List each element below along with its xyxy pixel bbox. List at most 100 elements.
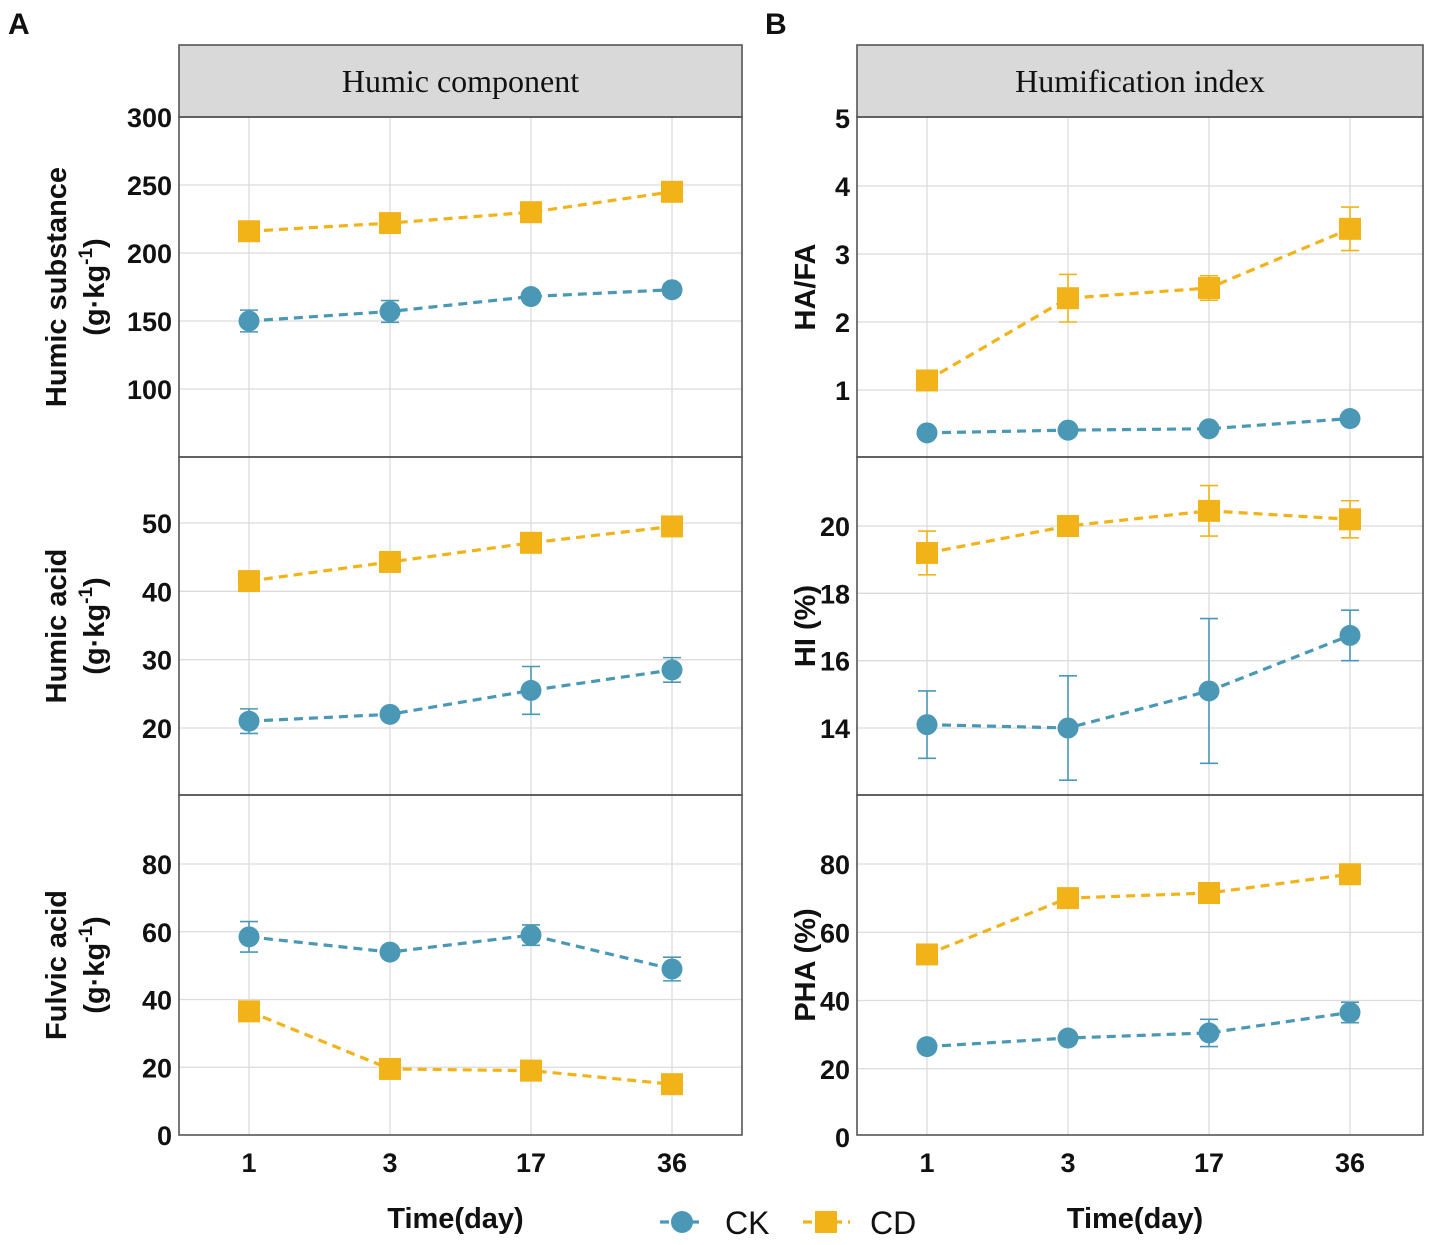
y-tick-label: 14: [820, 714, 850, 744]
data-point-cd: [238, 570, 260, 593]
data-point-cd: [379, 550, 401, 573]
y-axis-unit-text: (g·kg: [79, 604, 111, 675]
series-cd-0-2: [238, 1000, 683, 1096]
data-point-cd: [661, 515, 683, 538]
data-point-ck: [1057, 1027, 1079, 1049]
data-point-cd: [1057, 515, 1079, 537]
y-axis-unit-text: (g·kg: [79, 943, 111, 1014]
data-point-cd: [379, 1057, 401, 1080]
y-tick-label: 80: [142, 850, 172, 880]
legend-marker-square: [815, 1211, 837, 1233]
data-point-cd: [1057, 887, 1079, 910]
y-axis-label: HA/FA: [790, 243, 822, 330]
series-ck-1-2: [916, 1001, 1361, 1058]
series-cd-0-1: [238, 515, 683, 593]
data-point-cd: [1339, 508, 1361, 531]
legend-item-cd: CD: [803, 1205, 916, 1241]
y-axis-title-1-1: HI (%): [790, 585, 822, 667]
data-point-ck: [1057, 717, 1079, 739]
series-line-cd: [248, 524, 673, 583]
x-axis-title: Time(day): [1067, 1203, 1203, 1235]
y-tick-label: 40: [142, 986, 172, 1016]
data-point-cd: [916, 369, 938, 392]
y-tick-label: 80: [820, 850, 850, 880]
y-axis-unit-close: ): [79, 577, 111, 587]
y-tick-label: 4: [835, 172, 850, 202]
series-cd-0-0: [238, 180, 683, 243]
data-point-ck: [238, 926, 260, 948]
series-line-ck: [926, 633, 1351, 730]
series-line-ck: [926, 1010, 1351, 1049]
y-tick-label: 5: [835, 104, 850, 134]
y-tick-label: 20: [820, 512, 850, 542]
data-point-ck: [520, 679, 542, 701]
data-point-ck: [379, 300, 401, 322]
y-tick-label: 18: [820, 579, 850, 609]
x-tick-label: 36: [1335, 1148, 1365, 1178]
y-axis-label: PHA (%): [790, 908, 822, 1021]
x-tick-label: 36: [657, 1148, 687, 1178]
y-axis-unit-exponent: -1: [76, 926, 97, 943]
series-line-cd: [926, 872, 1351, 956]
y-tick-label: 0: [157, 1121, 172, 1151]
data-point-cd: [520, 201, 542, 224]
data-point-ck: [1198, 1022, 1220, 1044]
legend-label: CD: [870, 1205, 916, 1241]
y-axis-title-1-0: HA/FA: [790, 243, 822, 330]
data-point-ck: [661, 279, 683, 301]
data-point-ck: [1339, 624, 1361, 646]
series-line-cd: [926, 509, 1351, 555]
y-tick-label: 20: [142, 714, 172, 744]
data-point-ck: [1057, 419, 1079, 441]
y-axis-title-0-1: Humic acid (g·kg-1): [41, 549, 111, 704]
data-point-ck: [379, 703, 401, 725]
y-axis-title-1-2: PHA (%): [790, 908, 822, 1021]
y-tick-label: 150: [127, 307, 172, 337]
data-point-ck: [238, 710, 260, 732]
data-point-cd: [1057, 287, 1079, 310]
data-point-cd: [916, 943, 938, 966]
y-axis-unit-close: ): [79, 916, 111, 926]
series-ck-0-0: [238, 279, 683, 333]
data-point-cd: [379, 212, 401, 235]
y-tick-label: 1: [835, 376, 850, 406]
panel-letter-b: B: [765, 8, 787, 41]
y-axis-title-0-2: Fulvic acid (g·kg-1): [41, 890, 111, 1040]
data-point-ck: [1339, 408, 1361, 430]
data-point-ck: [520, 924, 542, 946]
data-point-cd: [520, 531, 542, 554]
data-point-ck: [1339, 1001, 1361, 1023]
x-tick-label: 3: [1060, 1148, 1075, 1178]
panel-letter-a: A: [8, 8, 30, 41]
y-tick-label: 60: [820, 918, 850, 948]
y-tick-label: 200: [127, 239, 172, 269]
y-tick-label: 3: [835, 240, 850, 270]
y-tick-label: 50: [142, 509, 172, 539]
subplot-frame-1-2: [856, 794, 1424, 1136]
y-axis-title-0-0: Humic substance (g·kg-1): [41, 167, 111, 407]
strip-header-0: [178, 44, 743, 118]
y-axis-label: HI (%): [790, 585, 822, 667]
x-tick-label: 17: [516, 1148, 546, 1178]
data-point-cd: [1339, 217, 1361, 240]
data-point-ck: [661, 958, 683, 980]
series-line-ck: [248, 933, 673, 971]
data-point-ck: [379, 941, 401, 963]
subplot-frame-0-1: [178, 456, 743, 796]
legend-item-ck: CK: [660, 1205, 769, 1241]
data-point-cd: [661, 1073, 683, 1096]
data-point-ck: [661, 659, 683, 681]
y-axis-unit: (g·kg-1): [76, 238, 111, 335]
series-ck-1-0: [916, 408, 1361, 444]
x-tick-label: 1: [241, 1148, 256, 1178]
strip-title-1: Humification index: [1015, 63, 1265, 99]
y-tick-label: 30: [142, 646, 172, 676]
y-axis-unit: (g·kg-1): [76, 916, 111, 1013]
data-point-cd: [1198, 499, 1220, 522]
data-point-ck: [916, 1036, 938, 1058]
x-axis-title: Time(day): [387, 1203, 523, 1235]
data-point-cd: [661, 180, 683, 203]
x-tick-label: 3: [382, 1148, 397, 1178]
series-line-ck: [248, 288, 673, 323]
